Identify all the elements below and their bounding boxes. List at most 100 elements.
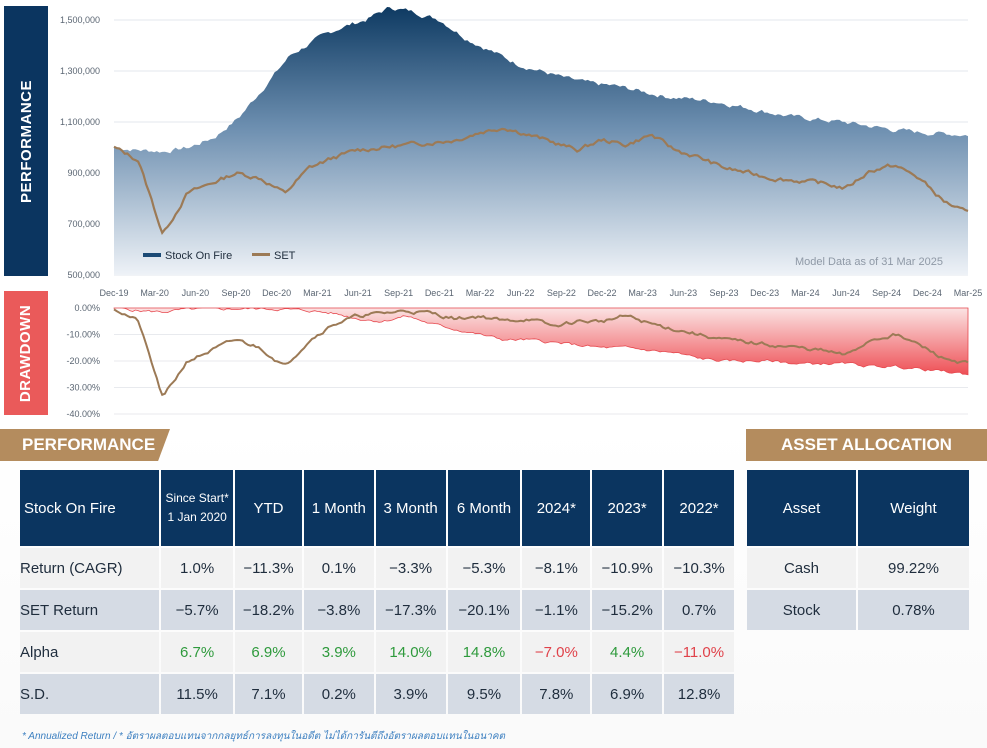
col-header-since-start: Since Start* 1 Jan 2020 [161, 470, 234, 546]
value-cell: 0.1% [303, 548, 374, 588]
x-tick-label: Jun-22 [507, 288, 535, 298]
y-tick-label: 900,000 [67, 168, 100, 178]
performance-section-header: PERFORMANCE [0, 429, 170, 461]
value-cell: −15.2% [592, 590, 663, 630]
col-header-since-start-line1: Since Start* [165, 491, 229, 505]
performance-table-header-row: Stock On Fire Since Start* 1 Jan 2020 YT… [20, 470, 734, 546]
value-cell: −3.3% [375, 548, 446, 588]
col-header-2022: 2022* [664, 470, 734, 546]
allocation-weight-cell: 0.78% [857, 590, 969, 630]
value-cell: −5.3% [447, 548, 521, 588]
value-cell: −8.1% [522, 548, 591, 588]
allocation-asset-cell: Cash [747, 548, 856, 588]
col-header-strategy: Stock On Fire [20, 470, 160, 546]
value-cell: 12.8% [664, 674, 734, 714]
x-tick-label: Sep-24 [872, 288, 901, 298]
col-header-weight: Weight [857, 470, 969, 546]
x-tick-label: Mar-23 [628, 288, 657, 298]
col-header-strategy-text: Stock On Fire [24, 499, 116, 517]
value-cell: −11.0% [664, 632, 734, 672]
value-cell: 6.7% [161, 632, 234, 672]
performance-row: SET Return −5.7% −18.2% −3.8% −17.3% −20.1% −1… [20, 590, 734, 630]
col-header-2024: 2024* [522, 470, 591, 546]
allocation-section-header: ASSET ALLOCATION [746, 429, 987, 461]
performance-side-label: PERFORMANCE [4, 6, 48, 276]
x-tick-label: Mar-21 [303, 288, 332, 298]
allocation-table-header-row: Asset Weight [747, 470, 969, 546]
value-cell: 11.5% [161, 674, 234, 714]
col-header-asset: Asset [747, 470, 856, 546]
x-tick-label: Sep-23 [709, 288, 738, 298]
value-cell: −20.1% [447, 590, 521, 630]
value-cell: −18.2% [235, 590, 302, 630]
value-cell: 0.2% [303, 674, 374, 714]
x-tick-label: Sep-21 [384, 288, 413, 298]
allocation-asset-cell: Stock [747, 590, 856, 630]
drawdown-chart: 0.00% -10.00% -20.00% -30.00% -40.00% [66, 303, 969, 419]
value-cell: −10.3% [664, 548, 734, 588]
legend-set-swatch [252, 253, 270, 256]
x-tick-label: Dec-23 [750, 288, 779, 298]
stock-on-fire-drawdown-area [113, 307, 969, 376]
x-tick-label: Dec-19 [99, 288, 128, 298]
value-cell: −5.7% [161, 590, 234, 630]
value-cell: 7.8% [522, 674, 591, 714]
y-tick-label: 1,100,000 [60, 117, 100, 127]
allocation-section-title: ASSET ALLOCATION [781, 435, 952, 454]
y-tick-label: -20.00% [66, 356, 100, 366]
x-tick-label: Dec-24 [913, 288, 942, 298]
value-cell: 1.0% [161, 548, 234, 588]
performance-chart: 1,500,000 1,300,000 1,100,000 900,000 700,00… [60, 7, 983, 298]
x-tick-label: Sep-22 [547, 288, 576, 298]
model-data-note: Model Data as of 31 Mar 2025 [795, 256, 943, 268]
x-tick-label: Jun-23 [670, 288, 698, 298]
x-tick-label: Dec-22 [587, 288, 616, 298]
value-cell: 14.0% [375, 632, 446, 672]
y-tick-label: -10.00% [66, 330, 100, 340]
drawdown-side-label: DRAWDOWN [4, 291, 48, 415]
value-cell: 6.9% [592, 674, 663, 714]
value-cell: 3.9% [303, 632, 374, 672]
x-tick-label: Dec-21 [425, 288, 454, 298]
col-header-6-month: 6 Month [447, 470, 521, 546]
x-tick-label: Sep-20 [221, 288, 250, 298]
performance-row: Alpha 6.7% 6.9% 3.9% 14.0% 14.8% −7.0% 4.4% −11.… [20, 632, 734, 672]
col-header-since-start-line2: 1 Jan 2020 [167, 510, 227, 524]
value-cell: −17.3% [375, 590, 446, 630]
x-tick-label: Mar-25 [954, 288, 983, 298]
value-cell: −1.1% [522, 590, 591, 630]
allocation-table: Asset Weight Cash 99.22% Stock 0.78% [745, 468, 971, 632]
y-tick-label: 500,000 [67, 270, 100, 280]
value-cell: 14.8% [447, 632, 521, 672]
y-tick-label: 1,500,000 [60, 15, 100, 25]
y-tick-label: -30.00% [66, 383, 100, 393]
y-tick-label: 0.00% [74, 303, 100, 313]
x-tick-label: Dec-20 [262, 288, 291, 298]
x-tick-label: Jun-24 [832, 288, 860, 298]
x-tick-label: Mar-20 [140, 288, 169, 298]
col-header-3-month: 3 Month [375, 470, 446, 546]
value-cell: 9.5% [447, 674, 521, 714]
legend-stock-swatch [143, 253, 161, 257]
x-tick-label: Jun-21 [344, 288, 372, 298]
value-cell: −11.3% [235, 548, 302, 588]
legend-stock-label: Stock On Fire [165, 250, 232, 262]
y-tick-label: 1,300,000 [60, 66, 100, 76]
value-cell: 3.9% [375, 674, 446, 714]
y-tick-label: -40.00% [66, 409, 100, 419]
col-header-2023: 2023* [592, 470, 663, 546]
footnote: * Annualized Return / * อัตราผลตอบแทนจาก… [22, 731, 506, 742]
allocation-row-cash: Cash 99.22% [747, 548, 969, 588]
row-label: SET Return [20, 590, 160, 630]
row-label: Alpha [20, 632, 160, 672]
row-label: S.D. [20, 674, 160, 714]
value-cell: −3.8% [303, 590, 374, 630]
performance-row: Return (CAGR) 1.0% −11.3% 0.1% −3.3% −5.3% −8.… [20, 548, 734, 588]
legend-set-label: SET [274, 250, 296, 262]
performance-table: Stock On Fire Since Start* 1 Jan 2020 YT… [18, 468, 736, 716]
y-tick-label: 700,000 [67, 219, 100, 229]
allocation-row-stock: Stock 0.78% [747, 590, 969, 630]
x-tick-label: Jun-20 [182, 288, 210, 298]
set-line [113, 127, 969, 236]
x-tick-label: Mar-22 [466, 288, 495, 298]
